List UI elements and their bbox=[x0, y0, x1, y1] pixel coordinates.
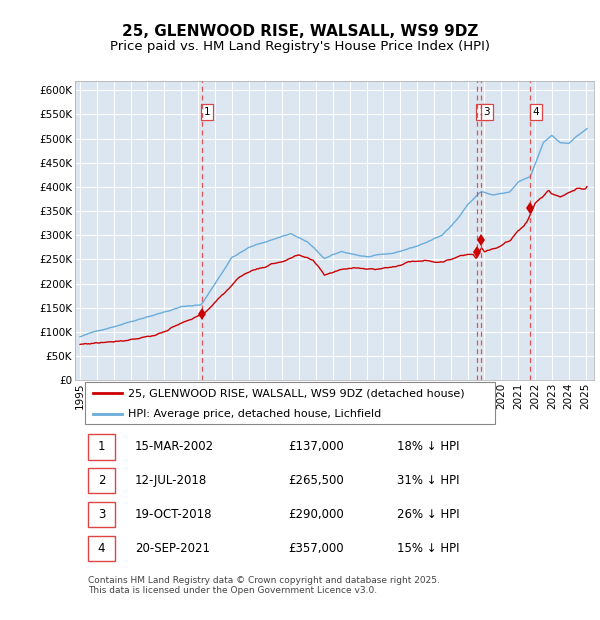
Text: 1: 1 bbox=[204, 107, 211, 117]
Text: 25, GLENWOOD RISE, WALSALL, WS9 9DZ: 25, GLENWOOD RISE, WALSALL, WS9 9DZ bbox=[122, 24, 478, 38]
Text: 31% ↓ HPI: 31% ↓ HPI bbox=[397, 474, 459, 487]
Text: 3: 3 bbox=[98, 508, 105, 521]
Text: 2: 2 bbox=[479, 107, 486, 117]
Text: 26% ↓ HPI: 26% ↓ HPI bbox=[397, 508, 460, 521]
Text: £137,000: £137,000 bbox=[288, 440, 344, 453]
Text: £265,500: £265,500 bbox=[288, 474, 344, 487]
Text: £290,000: £290,000 bbox=[288, 508, 344, 521]
FancyBboxPatch shape bbox=[85, 382, 496, 425]
Text: 2: 2 bbox=[98, 474, 105, 487]
Text: 15% ↓ HPI: 15% ↓ HPI bbox=[397, 542, 459, 556]
Text: 4: 4 bbox=[98, 542, 105, 556]
Text: 4: 4 bbox=[533, 107, 539, 117]
Text: 25, GLENWOOD RISE, WALSALL, WS9 9DZ (detached house): 25, GLENWOOD RISE, WALSALL, WS9 9DZ (det… bbox=[128, 388, 464, 398]
Text: HPI: Average price, detached house, Lichfield: HPI: Average price, detached house, Lich… bbox=[128, 409, 381, 419]
Text: 1: 1 bbox=[98, 440, 105, 453]
FancyBboxPatch shape bbox=[88, 536, 115, 561]
Text: 12-JUL-2018: 12-JUL-2018 bbox=[134, 474, 207, 487]
Text: Price paid vs. HM Land Registry's House Price Index (HPI): Price paid vs. HM Land Registry's House … bbox=[110, 40, 490, 53]
FancyBboxPatch shape bbox=[88, 468, 115, 494]
Text: 19-OCT-2018: 19-OCT-2018 bbox=[134, 508, 212, 521]
Text: 15-MAR-2002: 15-MAR-2002 bbox=[134, 440, 214, 453]
FancyBboxPatch shape bbox=[88, 435, 115, 459]
Text: £357,000: £357,000 bbox=[288, 542, 343, 556]
Text: 20-SEP-2021: 20-SEP-2021 bbox=[134, 542, 209, 556]
FancyBboxPatch shape bbox=[88, 502, 115, 528]
Text: 3: 3 bbox=[484, 107, 490, 117]
Text: Contains HM Land Registry data © Crown copyright and database right 2025.
This d: Contains HM Land Registry data © Crown c… bbox=[88, 575, 440, 595]
Text: 18% ↓ HPI: 18% ↓ HPI bbox=[397, 440, 459, 453]
